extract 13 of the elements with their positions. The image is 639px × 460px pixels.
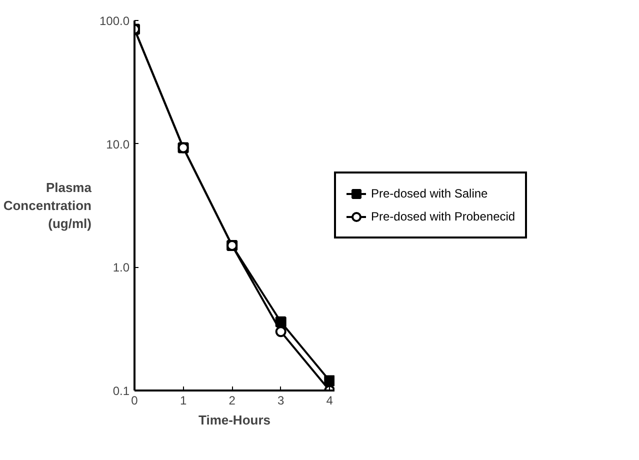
x-tick-label: 1 xyxy=(180,394,187,408)
x-axis-title: Time-Hours xyxy=(198,412,270,428)
x-tick-label: 0 xyxy=(131,394,138,408)
y-axis-title: Plasma Concentration (ug/ml) xyxy=(3,180,92,231)
legend-label: Pre-dosed with Saline xyxy=(371,186,488,200)
x-tick-label: 3 xyxy=(278,394,285,408)
x-tick-label: 2 xyxy=(228,394,236,408)
y-tick-label: 10.0 xyxy=(106,137,130,152)
legend-label: Pre-dosed with Probenecid xyxy=(371,210,516,224)
y-tick-label: 100.0 xyxy=(99,14,130,28)
y-tick-label: 0.1 xyxy=(112,384,130,398)
x-tick-label: 4 xyxy=(326,394,334,408)
y-tick-label: 1.0 xyxy=(112,260,130,275)
